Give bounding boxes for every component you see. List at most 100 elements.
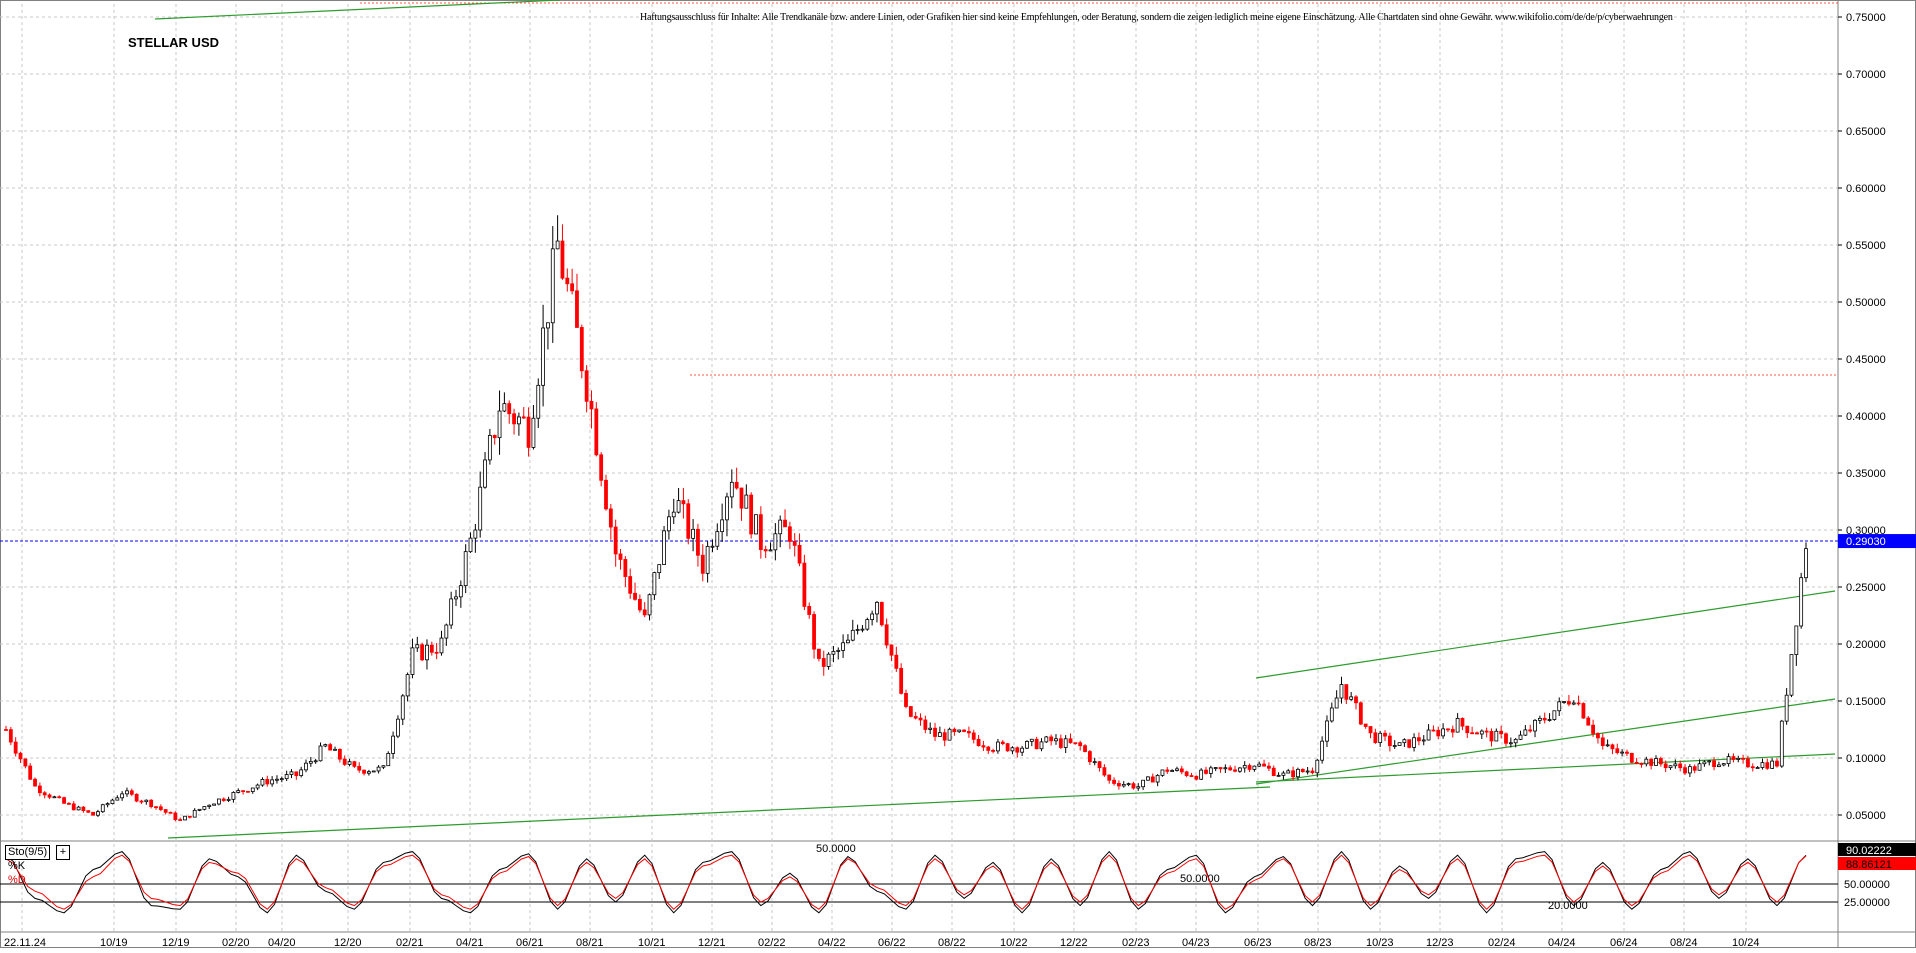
candle-body (270, 779, 275, 785)
candle-body (1068, 738, 1073, 744)
candle-body (250, 787, 255, 792)
candle-body (352, 761, 357, 767)
sto-inline-label: 50.0000 (816, 843, 856, 855)
candle-body (560, 240, 565, 279)
candles (4, 215, 1808, 822)
x-tick-label: 08/22 (938, 937, 966, 948)
candle-body (284, 774, 289, 780)
candle-body (1208, 767, 1213, 774)
candle-body (1131, 783, 1136, 789)
sto-level-label: 25.00000 (1844, 897, 1890, 909)
candle-body (1610, 744, 1615, 750)
candle-body (1281, 772, 1286, 776)
candle-body (821, 658, 826, 667)
candle-body (1170, 770, 1175, 772)
candle-body (1141, 779, 1145, 788)
candle-body (1223, 767, 1228, 770)
candle-body (110, 799, 115, 805)
candle-body (1605, 744, 1610, 747)
candle-body (37, 785, 42, 794)
candle-body (1097, 761, 1102, 769)
candle-body (1736, 757, 1741, 760)
candle-body (1484, 730, 1489, 733)
candle-body (33, 778, 37, 787)
candle-body (1542, 717, 1547, 721)
candle-body (1276, 774, 1281, 777)
candle-body (1305, 770, 1310, 773)
candle-body (449, 598, 454, 626)
candle-body (502, 403, 507, 412)
candle-body (144, 799, 149, 803)
candle-body (778, 519, 783, 535)
candle-body (468, 537, 473, 553)
annotation-lines (0, 0, 1838, 839)
sto-level-label: 50.00000 (1844, 879, 1890, 891)
candle-body (1479, 730, 1484, 735)
candle-body (1567, 701, 1571, 705)
candle-body (337, 748, 342, 760)
candle-body (1687, 766, 1692, 774)
candle-body (125, 790, 129, 795)
y-tick-label: 0.50000 (1846, 297, 1886, 309)
candle-body (865, 619, 870, 630)
candle-body (1417, 737, 1421, 742)
candle-body (1508, 742, 1513, 745)
candle-body (647, 594, 652, 616)
candle-body (870, 613, 875, 620)
candle-body (826, 653, 831, 667)
candle-body (1775, 760, 1779, 767)
current-price-label: 0.29030 (1846, 536, 1886, 548)
candle-body (691, 528, 695, 539)
candle-body (637, 598, 642, 611)
y-tick-label: 0.10000 (1846, 753, 1886, 765)
candle-body (526, 416, 531, 448)
candle-body (1784, 694, 1789, 722)
candle-body (1779, 720, 1784, 767)
y-tick-label: 0.65000 (1846, 126, 1886, 138)
candle-body (700, 554, 705, 574)
candle-body (163, 809, 168, 813)
candle-body (1789, 654, 1794, 696)
candle-body (23, 758, 28, 767)
candle-body (91, 811, 95, 816)
y-tick-label: 0.05000 (1846, 810, 1886, 822)
candle-body (981, 745, 986, 748)
candle-body (889, 644, 894, 656)
x-tick-label: 12/23 (1426, 937, 1454, 948)
candle-body (1412, 737, 1416, 748)
candle-body (1383, 732, 1387, 737)
candle-body (1058, 738, 1063, 748)
candle-body (1184, 771, 1189, 776)
candle-body (13, 741, 18, 754)
candle-body (1213, 767, 1218, 769)
candle-body (236, 790, 241, 793)
candle-body (531, 417, 536, 448)
y-tick-label: 0.45000 (1846, 354, 1886, 366)
candle-body (120, 793, 125, 799)
candle-body (1557, 701, 1562, 712)
k-value-label: 90.02222 (1846, 845, 1892, 857)
x-tick-label: 12/22 (1060, 937, 1088, 948)
candle-body (584, 370, 589, 402)
time-axis: 22.11.24 10/19 12/19 02/20 04/20 12/20 02/21 04… (4, 937, 1760, 949)
candle-body (908, 706, 913, 717)
candle-body (1523, 729, 1528, 736)
candle-body (546, 322, 550, 329)
y-tick-label: 0.15000 (1846, 696, 1886, 708)
candle-body (517, 416, 521, 425)
x-tick-label: 08/24 (1670, 937, 1698, 948)
candle-body (971, 732, 976, 740)
candle-body (1354, 696, 1358, 704)
candle-body (1054, 738, 1058, 742)
candle-body (154, 806, 158, 809)
candle-body (1620, 751, 1625, 754)
candle-body (1731, 756, 1736, 760)
candle-body (81, 806, 86, 812)
candle-body (202, 806, 207, 810)
indicator-name[interactable]: Sto(9/5) (5, 845, 51, 860)
candle-body (1233, 769, 1237, 772)
indicator-expand-button[interactable]: + (56, 845, 70, 860)
candle-body (62, 797, 66, 804)
